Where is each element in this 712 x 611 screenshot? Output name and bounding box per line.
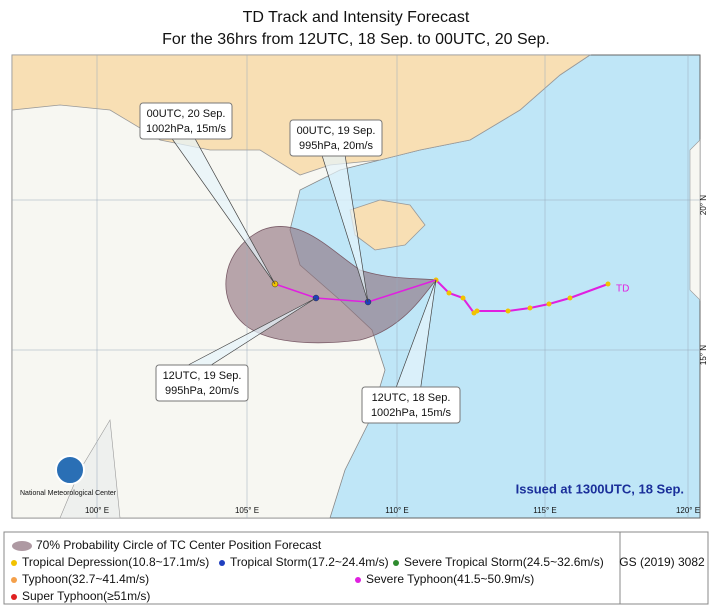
- callout-info: 1002hPa, 15m/s: [371, 407, 452, 419]
- land-hainan: [349, 199, 426, 251]
- lat-label: 15° N: [699, 345, 708, 365]
- track-label: TD: [616, 284, 629, 295]
- lon-label: 115° E: [533, 506, 557, 515]
- land-west: [59, 419, 121, 519]
- lon-label: 105° E: [235, 506, 259, 515]
- callout-box: [139, 102, 233, 140]
- overlay: 100° E 105° E 110° E 115° E 120° E 20° N 15° N…: [11, 55, 708, 603]
- legend-dot: [355, 577, 361, 583]
- legend-frame: [3, 531, 709, 605]
- land-east: [689, 139, 701, 301]
- track-point: [546, 301, 552, 307]
- legend-label: Tropical Storm(17.2~24.4m/s): [230, 555, 389, 569]
- lon-label: 120° E: [676, 506, 700, 515]
- callout-box: [289, 119, 383, 157]
- track-point: [527, 305, 533, 311]
- track-point: [505, 308, 511, 314]
- lat-label: 20° N: [699, 195, 708, 215]
- agency-name: National Meteorological Center: [20, 490, 117, 497]
- issued-label: Issued at 1300UTC, 18 Sep.: [516, 481, 684, 496]
- legend-label: Typhoon(32.7~41.4m/s): [22, 572, 149, 586]
- callout-box: [361, 386, 461, 424]
- lon-label: 100° E: [85, 506, 109, 515]
- legend-label: Tropical Depression(10.8~17.1m/s): [22, 555, 209, 569]
- past-track: [435, 279, 609, 315]
- track-point: [471, 310, 477, 316]
- callout-time: 00UTC, 20 Sep.: [147, 108, 226, 120]
- track-point: [446, 290, 452, 296]
- lon-label: 110° E: [385, 506, 409, 515]
- track-point: [605, 281, 611, 287]
- callout-time: 12UTC, 19 Sep.: [163, 370, 242, 382]
- land-china: [11, 54, 592, 176]
- legend-circle-text: 70% Probability Circle of TC Center Posi…: [36, 538, 322, 552]
- legend-dot: [393, 560, 399, 566]
- callout-info: 995hPa, 20m/s: [299, 140, 373, 152]
- callout-info: 1002hPa, 15m/s: [146, 123, 227, 135]
- track-point: [567, 295, 573, 301]
- legend-dot: [11, 594, 17, 600]
- agency-logo: [55, 455, 85, 485]
- legend-label: Super Typhoon(≥51m/s): [22, 589, 150, 603]
- forecast-track: [274, 279, 437, 303]
- legend-dot: [11, 577, 17, 583]
- legend-dot: [219, 560, 225, 566]
- map-code: GS (2019) 3082: [619, 555, 705, 569]
- legend-label: Severe Typhoon(41.5~50.9m/s): [366, 572, 534, 586]
- callout-box: [155, 364, 249, 402]
- subtitle: For the 36hrs from 12UTC, 18 Sep. to 00U…: [162, 31, 550, 48]
- legend-dot: [11, 560, 17, 566]
- legend-label: Severe Tropical Storm(24.5~32.6m/s): [404, 555, 604, 569]
- track-point: [460, 295, 466, 301]
- legend-circle-icon: [12, 541, 32, 551]
- callout-time: 12UTC, 18 Sep.: [372, 392, 451, 404]
- callout-time: 00UTC, 19 Sep.: [297, 125, 376, 137]
- title: TD Track and Intensity Forecast: [243, 9, 470, 26]
- probability-cone: [225, 225, 437, 344]
- callout-info: 995hPa, 20m/s: [165, 385, 239, 397]
- legend: 70% Probability Circle of TC Center Posi…: [3, 531, 709, 605]
